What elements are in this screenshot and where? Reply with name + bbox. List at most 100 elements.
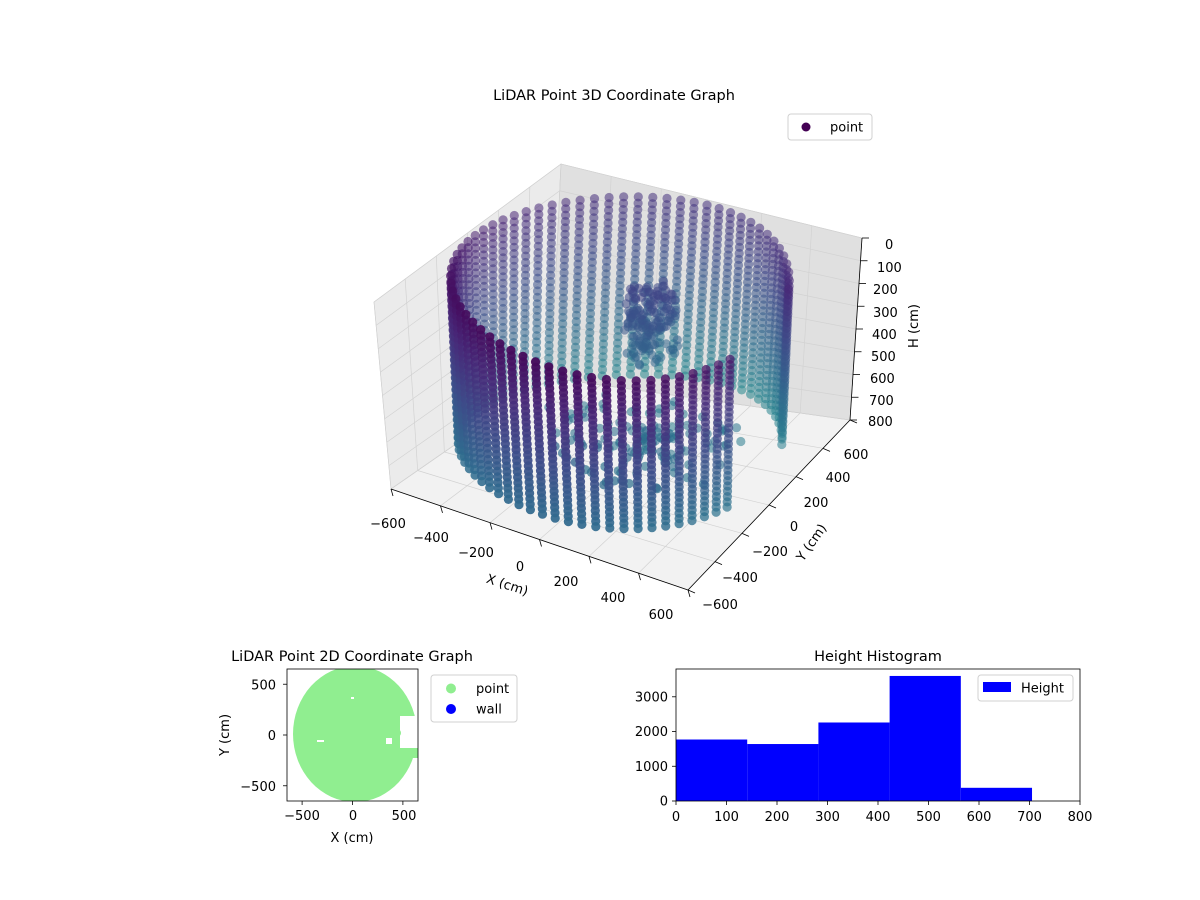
lidar-point: [603, 218, 613, 228]
lidar-point: [630, 261, 640, 272]
y-tick-label: 200: [804, 496, 829, 511]
point-cloud-3d: [446, 192, 794, 534]
lidar-point: [599, 313, 610, 324]
lidar-point: [650, 357, 660, 367]
lidar-point: [498, 322, 508, 333]
lidar-point: [521, 213, 531, 223]
legend-label-height: Height: [1021, 682, 1064, 697]
lidar-point: [488, 321, 498, 331]
lidar-point: [508, 312, 519, 322]
lidar-point: [573, 272, 583, 282]
y-tick-label: 0: [790, 520, 798, 535]
lidar-point: [546, 251, 556, 261]
lidar-point: [521, 251, 531, 261]
height-histogram: Height Histogram 0 100 200 300 400 500 600 700 8…: [635, 649, 1093, 825]
lidar-point: [616, 262, 626, 272]
lidar-point: [533, 254, 543, 264]
x-tick-label: 100: [714, 810, 739, 825]
lidar-point: [614, 300, 624, 310]
y-tick-label: 0: [268, 729, 276, 744]
tick-mark: [638, 573, 641, 581]
histogram-bar: [676, 739, 748, 801]
lidar-point: [627, 313, 637, 323]
lidar-point: [520, 334, 530, 344]
z-tick-label: 700: [869, 394, 894, 409]
lidar-point: [573, 265, 583, 276]
tick-mark: [714, 561, 723, 566]
x-tick-label: 200: [765, 810, 790, 825]
lidar-point: [736, 436, 746, 447]
y-tick-label: 1000: [635, 760, 668, 775]
lidar-point: [598, 358, 608, 368]
lidar-point: [533, 248, 543, 258]
histogram-bar: [747, 744, 819, 801]
lidar-point: [605, 523, 615, 533]
lidar-point: [532, 311, 542, 322]
lidar-point: [560, 248, 570, 259]
gap-2d: [400, 716, 418, 748]
x-tick-label: −500: [284, 809, 320, 824]
lidar-point: [573, 246, 584, 256]
lidar-point: [627, 321, 638, 331]
lidar-point: [617, 230, 627, 240]
lidar-point: [544, 347, 554, 357]
x-tick-label: 600: [967, 810, 992, 825]
lidar-point: [587, 264, 597, 274]
lidar-point: [550, 513, 560, 523]
z-tick-label: 600: [870, 372, 895, 387]
lidar-point: [668, 344, 678, 354]
lidar-point: [572, 285, 582, 295]
lidar-point: [509, 236, 519, 246]
lidar-point: [637, 310, 647, 320]
lidar-point: [545, 277, 556, 287]
lidar-point: [498, 215, 508, 225]
lidar-point: [667, 400, 677, 411]
lidar-point: [599, 326, 609, 336]
y-tick-label: −600: [702, 598, 738, 613]
lidar-point: [585, 328, 595, 338]
lidar-point: [509, 261, 519, 271]
lidar-point: [533, 273, 543, 283]
lidar-point: [488, 258, 498, 268]
lidar-point: [478, 225, 489, 235]
lidar-point: [544, 328, 555, 338]
lidar-point: [498, 240, 508, 250]
lidar-point: [629, 332, 639, 342]
lidar-point: [586, 302, 596, 312]
lidar-point: [545, 309, 555, 319]
y-tick-label: 3000: [635, 690, 668, 705]
lidar-point: [687, 516, 697, 526]
lidar-point: [574, 240, 584, 250]
lidar-point: [575, 202, 585, 212]
lidar-point: [559, 274, 569, 284]
lidar-point: [587, 277, 597, 287]
lidar-point: [558, 306, 568, 316]
y-axis-label-2d: Y (cm): [218, 714, 233, 757]
lidar-point: [498, 329, 508, 339]
lidar-point: [591, 522, 601, 532]
lidar-point: [573, 259, 583, 269]
point-2d: [393, 729, 401, 737]
lidar-point: [620, 325, 630, 335]
lidar-point: [570, 349, 580, 359]
lidar-point: [622, 348, 632, 358]
lidar-point: [498, 259, 508, 269]
x-tick-label: 500: [392, 809, 417, 824]
lidar-point: [509, 268, 519, 278]
x-tick-label: 400: [601, 591, 626, 606]
lidar-point: [644, 287, 655, 297]
lidar-point: [498, 291, 508, 301]
y-tick-label: 400: [826, 471, 851, 486]
lidar-point: [509, 299, 519, 310]
y-tick-label: −400: [722, 571, 758, 586]
lidar-point: [477, 476, 487, 487]
x-tick-label: −400: [413, 531, 449, 546]
lidar-point: [584, 353, 594, 363]
lidar-point: [753, 394, 764, 404]
histogram-bar: [960, 787, 1033, 801]
lidar-point: [520, 340, 530, 350]
legend-marker-point: [446, 683, 456, 694]
lidar-point: [532, 286, 543, 296]
lidar-point: [612, 357, 622, 367]
lidar-point: [546, 270, 556, 280]
